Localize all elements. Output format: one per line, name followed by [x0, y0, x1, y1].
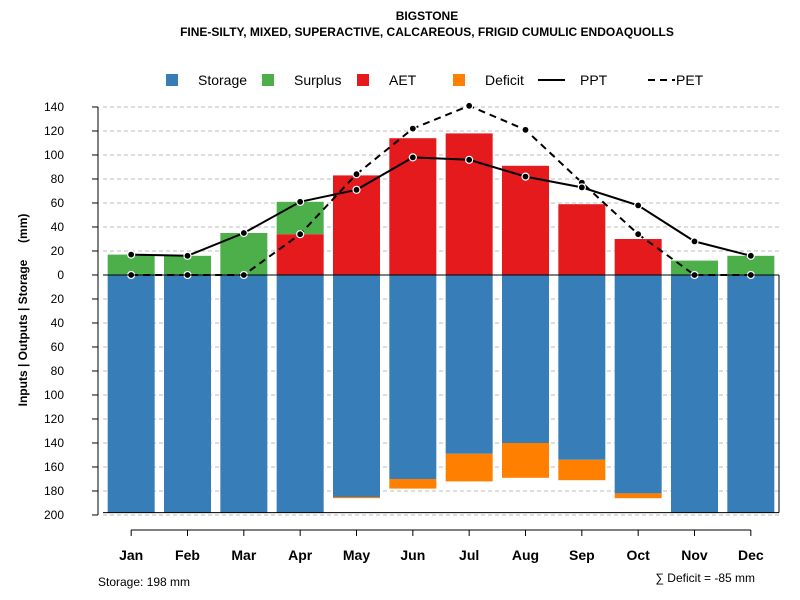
surplus-bar — [727, 255, 775, 275]
surplus-legend-label: Surplus — [294, 72, 341, 88]
deficit-sum: ∑ Deficit = -85 mm — [655, 571, 755, 585]
aet-legend-swatch — [357, 74, 369, 86]
y-tick-label: 120 — [44, 124, 64, 138]
y-tick-label: 80 — [51, 364, 65, 378]
pet-line-point — [408, 124, 417, 133]
storage-bar — [614, 275, 662, 494]
storage-bar — [333, 275, 380, 497]
x-tick-label: Apr — [288, 547, 313, 563]
x-tick-label: May — [343, 547, 370, 563]
ppt-line-point — [352, 185, 361, 194]
y-tick-label: 60 — [51, 196, 65, 210]
deficit-bar — [502, 443, 549, 478]
x-tick-label: Oct — [626, 547, 650, 563]
pet-legend-label: PET — [676, 72, 704, 88]
ppt-line-point — [183, 251, 192, 260]
storage-bar — [445, 275, 493, 454]
x-tick-label: Jul — [459, 547, 479, 563]
deficit-bar — [389, 479, 437, 489]
storage-bar — [107, 275, 155, 513]
y-tick-label: 120 — [44, 412, 64, 426]
aet-bar — [276, 234, 324, 275]
ppt-line-point — [296, 197, 305, 206]
gridlines — [103, 106, 779, 516]
storage-bar — [220, 275, 268, 513]
aet-bar — [558, 204, 606, 275]
pet-line-point — [352, 170, 361, 179]
storage-bar — [727, 275, 775, 513]
aet-bar — [445, 133, 493, 275]
deficit-legend-swatch — [453, 74, 465, 86]
y-axis-label: Inputs | Outputs | Storage (mm) — [16, 214, 30, 407]
aet-bar — [502, 165, 549, 275]
ppt-line-point — [127, 250, 136, 259]
x-tick-label: Aug — [512, 547, 539, 563]
storage-bar — [276, 275, 324, 513]
bars — [107, 133, 775, 513]
pet-line-point — [296, 230, 305, 239]
x-tick-label: Mar — [231, 547, 256, 563]
chart-legend: Storage Surplus AET Deficit PPT PET — [166, 72, 704, 88]
surplus-bar — [164, 255, 211, 275]
ppt-line — [131, 156, 752, 257]
pet-line-point — [521, 125, 530, 134]
y-tick-label: 180 — [44, 484, 64, 498]
ppt-line-point — [239, 228, 248, 238]
surplus-bar — [107, 254, 155, 275]
pet-line-point — [634, 230, 643, 239]
lines — [127, 101, 755, 280]
y-tick-label: 20 — [51, 292, 65, 306]
y-tick-label: 0 — [57, 268, 64, 282]
storage-legend-label: Storage — [198, 72, 247, 88]
axes: 0 20 40 60 80 100 120 140 20 40 60 80 100 120 140 160 18… — [44, 100, 780, 563]
y-tick-label: 80 — [51, 172, 65, 186]
y-tick-label: 40 — [51, 220, 65, 234]
ppt-legend-label: PPT — [580, 72, 608, 88]
x-tick-label: Dec — [738, 547, 764, 563]
ppt-line-point — [746, 251, 755, 260]
y-tick-label: 60 — [51, 340, 65, 354]
chart-title: BIGSTONE — [396, 9, 458, 23]
deficit-bar — [445, 453, 493, 482]
x-tick-label: Jun — [400, 547, 425, 563]
ppt-line-point — [465, 155, 474, 164]
y-tick-label: 160 — [44, 460, 64, 474]
y-tick-label: 200 — [44, 508, 64, 522]
y-tick-label: 140 — [44, 100, 64, 114]
y-tick-label: 140 — [44, 436, 64, 450]
ppt-line-point — [634, 201, 643, 210]
storage-bar — [671, 275, 718, 513]
surplus-bar — [671, 260, 718, 275]
deficit-bar — [333, 497, 380, 499]
x-tick-label: Nov — [681, 547, 708, 563]
storage-bar — [502, 275, 549, 443]
surplus-legend-swatch — [262, 74, 274, 86]
ppt-line-point — [521, 172, 530, 181]
pet-line-point — [465, 101, 474, 110]
storage-bar — [558, 275, 606, 460]
x-tick-label: Sep — [569, 547, 595, 563]
chart-subtitle: FINE-SILTY, MIXED, SUPERACTIVE, CALCAREO… — [180, 25, 674, 39]
ppt-line-point — [577, 183, 586, 192]
storage-footnote: Storage: 198 mm — [98, 575, 190, 589]
storage-bar — [164, 275, 211, 513]
y-tick-label: 20 — [51, 244, 65, 258]
deficit-bar — [558, 459, 606, 481]
storage-legend-swatch — [166, 74, 178, 86]
pet-line — [131, 104, 751, 276]
x-tick-label: Feb — [175, 547, 200, 563]
deficit-legend-label: Deficit — [485, 72, 524, 88]
ppt-line-point — [408, 153, 417, 162]
deficit-bar — [614, 493, 662, 499]
aet-legend-label: AET — [389, 72, 417, 88]
aet-bar — [614, 239, 662, 275]
y-tick-label: 40 — [51, 316, 65, 330]
y-tick-label: 100 — [44, 148, 64, 162]
ppt-line-point — [690, 237, 699, 246]
y-tick-label: 100 — [44, 388, 64, 402]
storage-bar — [389, 275, 437, 479]
x-tick-label: Jan — [119, 547, 143, 563]
